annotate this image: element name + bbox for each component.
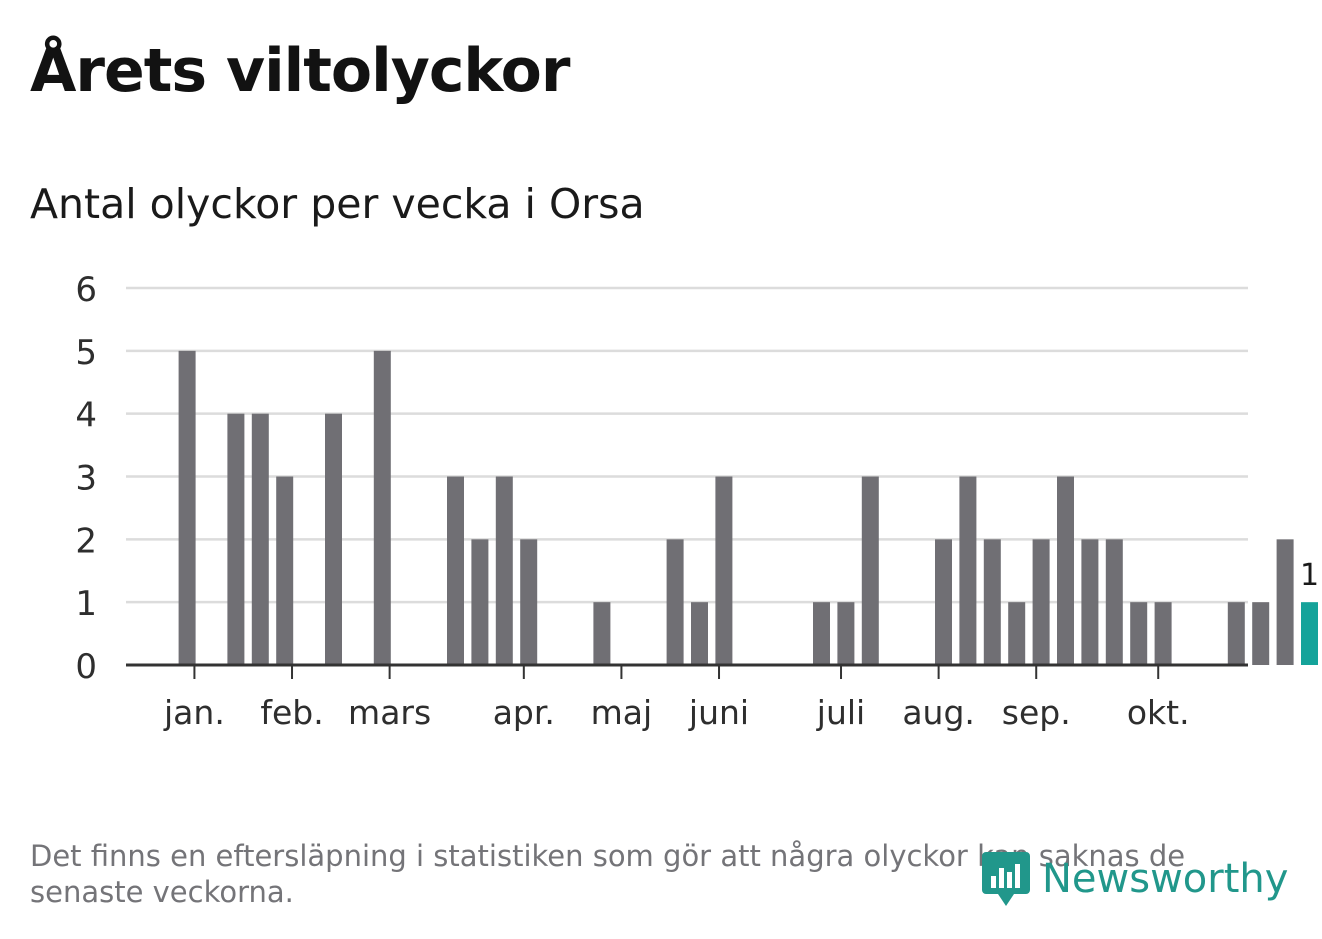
bar bbox=[813, 602, 830, 665]
bar bbox=[1081, 539, 1099, 665]
y-tick-label: 6 bbox=[75, 270, 97, 310]
x-tick-label: maj bbox=[591, 693, 653, 732]
bar bbox=[1154, 602, 1172, 665]
chart-title: Årets viltolyckor bbox=[30, 36, 570, 106]
bar bbox=[593, 602, 611, 665]
bar bbox=[276, 476, 294, 665]
bar bbox=[1227, 602, 1245, 665]
newsworthy-logo-icon bbox=[982, 852, 1030, 906]
bar-current-week bbox=[1301, 602, 1318, 665]
x-tick-label: juni bbox=[688, 693, 749, 732]
chart-subtitle: Antal olyckor per vecka i Orsa bbox=[30, 180, 645, 228]
bar bbox=[495, 476, 513, 665]
bar bbox=[983, 539, 1001, 665]
y-tick-label: 4 bbox=[75, 396, 97, 436]
bar bbox=[837, 602, 855, 665]
bar bbox=[447, 476, 464, 665]
y-tick-label: 2 bbox=[75, 521, 97, 561]
bar bbox=[1032, 539, 1050, 665]
bar bbox=[251, 413, 269, 665]
bar bbox=[959, 476, 977, 665]
y-tick-label: 5 bbox=[75, 333, 97, 373]
bar bbox=[935, 539, 952, 665]
x-tick-label: okt. bbox=[1127, 693, 1190, 732]
y-tick-label: 0 bbox=[75, 647, 97, 687]
bar bbox=[325, 413, 342, 665]
brand-name: Newsworthy bbox=[1042, 856, 1289, 902]
bar bbox=[373, 350, 391, 665]
bar bbox=[1130, 602, 1148, 665]
x-tick-label: mars bbox=[348, 693, 431, 732]
bar bbox=[861, 476, 879, 665]
data-label-last: 1 bbox=[1300, 558, 1319, 593]
bar bbox=[1276, 539, 1294, 665]
bar bbox=[471, 539, 489, 665]
x-tick-label: apr. bbox=[493, 693, 555, 732]
x-tick-label: sep. bbox=[1002, 693, 1071, 732]
bar bbox=[691, 602, 708, 665]
x-tick-label: feb. bbox=[260, 693, 323, 732]
brand-logo: Newsworthy bbox=[980, 846, 1288, 912]
bar bbox=[1105, 539, 1123, 665]
bar bbox=[1252, 602, 1270, 665]
y-tick-label: 3 bbox=[75, 459, 97, 499]
x-tick-label: aug. bbox=[902, 693, 975, 732]
bar bbox=[1057, 476, 1074, 665]
x-tick-label: jan. bbox=[163, 693, 225, 732]
x-tick-label: juli bbox=[816, 693, 865, 732]
y-tick-label: 1 bbox=[75, 584, 97, 624]
bar-chart: 0 1 2 3 4 5 6 1 jan. feb. mars apr. maj juni juli aug. s… bbox=[75, 270, 1319, 732]
bar bbox=[520, 539, 538, 665]
bar bbox=[227, 413, 245, 665]
bar bbox=[1008, 602, 1026, 665]
bar bbox=[715, 476, 733, 665]
bar bbox=[666, 539, 684, 665]
bar bbox=[178, 350, 196, 665]
